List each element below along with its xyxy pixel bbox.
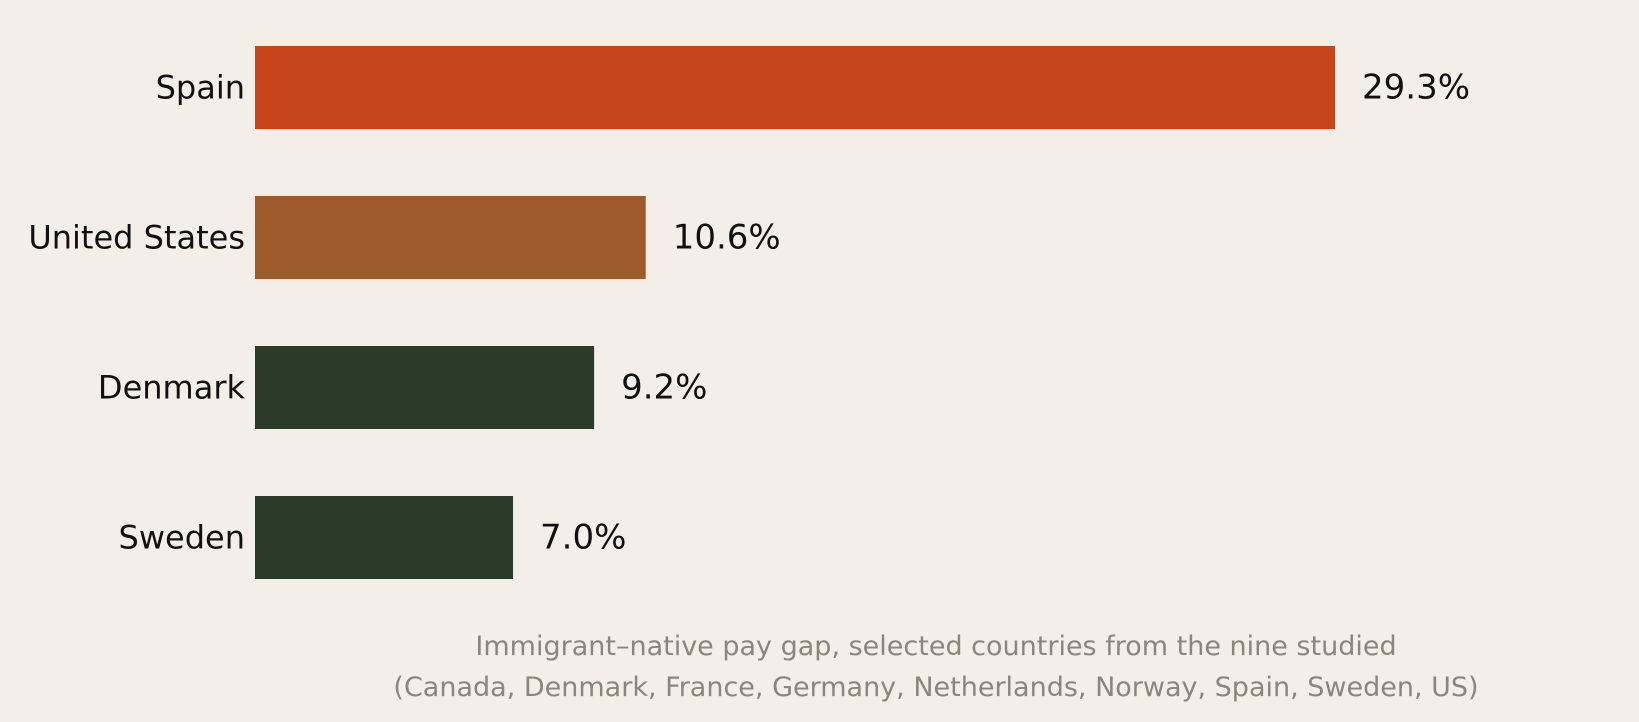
caption-line-2: (Canada, Denmark, France, Germany, Nethe… xyxy=(393,672,1478,703)
bar-spain xyxy=(255,46,1335,129)
value-label-spain: 29.3% xyxy=(1362,68,1470,108)
caption-line-1: Immigrant–native pay gap, selected count… xyxy=(475,631,1396,662)
bar-united-states xyxy=(255,196,646,279)
labels-layer: Spain 29.3% United States 10.6% Denmark 9.2% S… xyxy=(28,68,1470,558)
category-label-sweden: Sweden xyxy=(119,519,245,557)
category-label-spain: Spain xyxy=(156,69,245,107)
value-label-united-states: 10.6% xyxy=(673,218,781,258)
bar-denmark xyxy=(255,346,595,429)
category-label-denmark: Denmark xyxy=(98,369,246,407)
bar-sweden xyxy=(255,496,514,579)
bars-layer xyxy=(255,46,1335,579)
category-label-united-states: United States xyxy=(28,219,245,257)
value-label-sweden: 7.0% xyxy=(540,518,626,558)
value-label-denmark: 9.2% xyxy=(621,368,707,408)
